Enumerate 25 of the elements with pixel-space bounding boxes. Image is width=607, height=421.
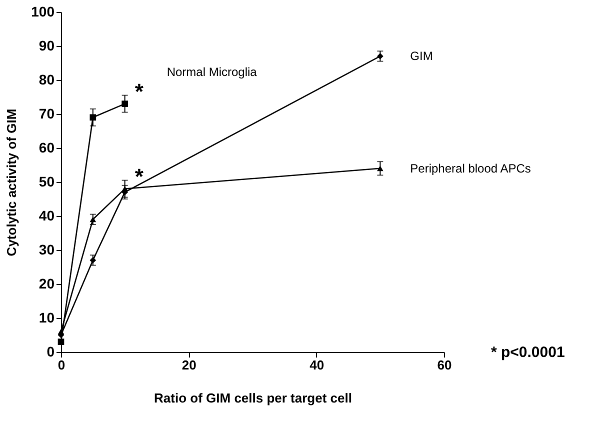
y-tick-label: 70 (38, 106, 55, 122)
y-tick-label: 10 (38, 310, 55, 326)
x-tick-label: 0 (58, 358, 66, 372)
y-tick-label: 90 (38, 38, 55, 54)
x-tick-label: 40 (310, 358, 324, 372)
y-tick-label: 40 (38, 208, 55, 224)
point (58, 328, 64, 334)
text: GIM (410, 49, 433, 64)
y-tick-label: 100 (31, 4, 55, 20)
y-tick-label: 80 (38, 72, 55, 88)
y-tick-label: 50 (38, 174, 55, 190)
y-tick-label: 30 (38, 242, 55, 258)
x-tick-label: 20 (182, 358, 196, 372)
annotation: * (134, 78, 144, 104)
text: Peripheral blood APCs (410, 161, 531, 176)
y-tick-label: 60 (38, 140, 55, 156)
y-axis-title: Cytolytic activity of GIM (4, 108, 20, 256)
y-tick-label: 0 (46, 344, 55, 360)
annotation: * (134, 164, 144, 189)
x-tick-label: 60 (437, 358, 452, 372)
text: * p<0.0001 (491, 344, 565, 361)
x-axis-title: Ratio of GIM cells per target cell (154, 390, 352, 406)
y-tick-label: 20 (38, 276, 55, 292)
text: Normal Microglia (166, 64, 258, 79)
point (58, 338, 64, 345)
